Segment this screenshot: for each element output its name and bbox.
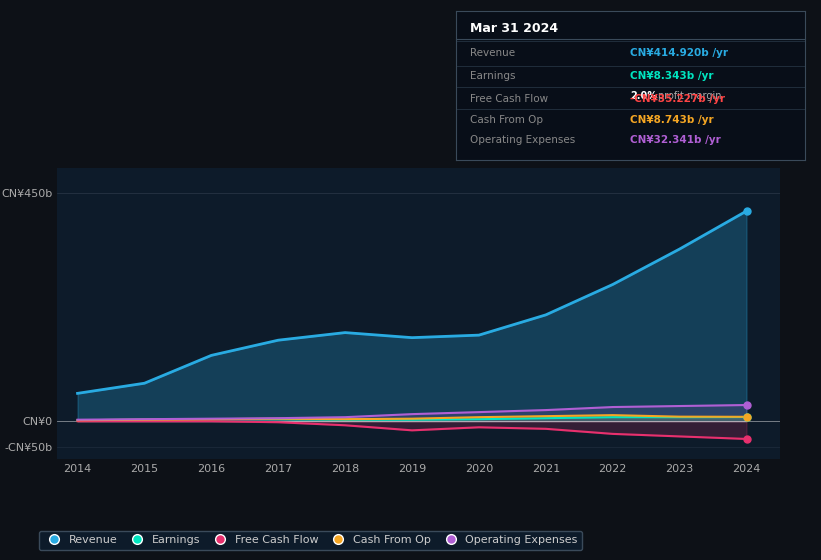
Text: profit margin: profit margin: [658, 91, 722, 101]
Text: Revenue: Revenue: [470, 48, 515, 58]
Text: Free Cash Flow: Free Cash Flow: [470, 94, 548, 104]
Text: Mar 31 2024: Mar 31 2024: [470, 22, 557, 35]
Text: 2.0%: 2.0%: [631, 91, 657, 101]
Text: CN¥8.743b /yr: CN¥8.743b /yr: [631, 115, 713, 124]
Text: CN¥32.341b /yr: CN¥32.341b /yr: [631, 136, 721, 145]
Text: CN¥8.343b /yr: CN¥8.343b /yr: [631, 72, 713, 82]
Text: Operating Expenses: Operating Expenses: [470, 136, 575, 145]
Text: Cash From Op: Cash From Op: [470, 115, 543, 124]
Text: CN¥414.920b /yr: CN¥414.920b /yr: [631, 48, 728, 58]
Text: Earnings: Earnings: [470, 72, 515, 82]
Legend: Revenue, Earnings, Free Cash Flow, Cash From Op, Operating Expenses: Revenue, Earnings, Free Cash Flow, Cash …: [39, 531, 582, 550]
Text: -CN¥35.227b /yr: -CN¥35.227b /yr: [631, 94, 725, 104]
